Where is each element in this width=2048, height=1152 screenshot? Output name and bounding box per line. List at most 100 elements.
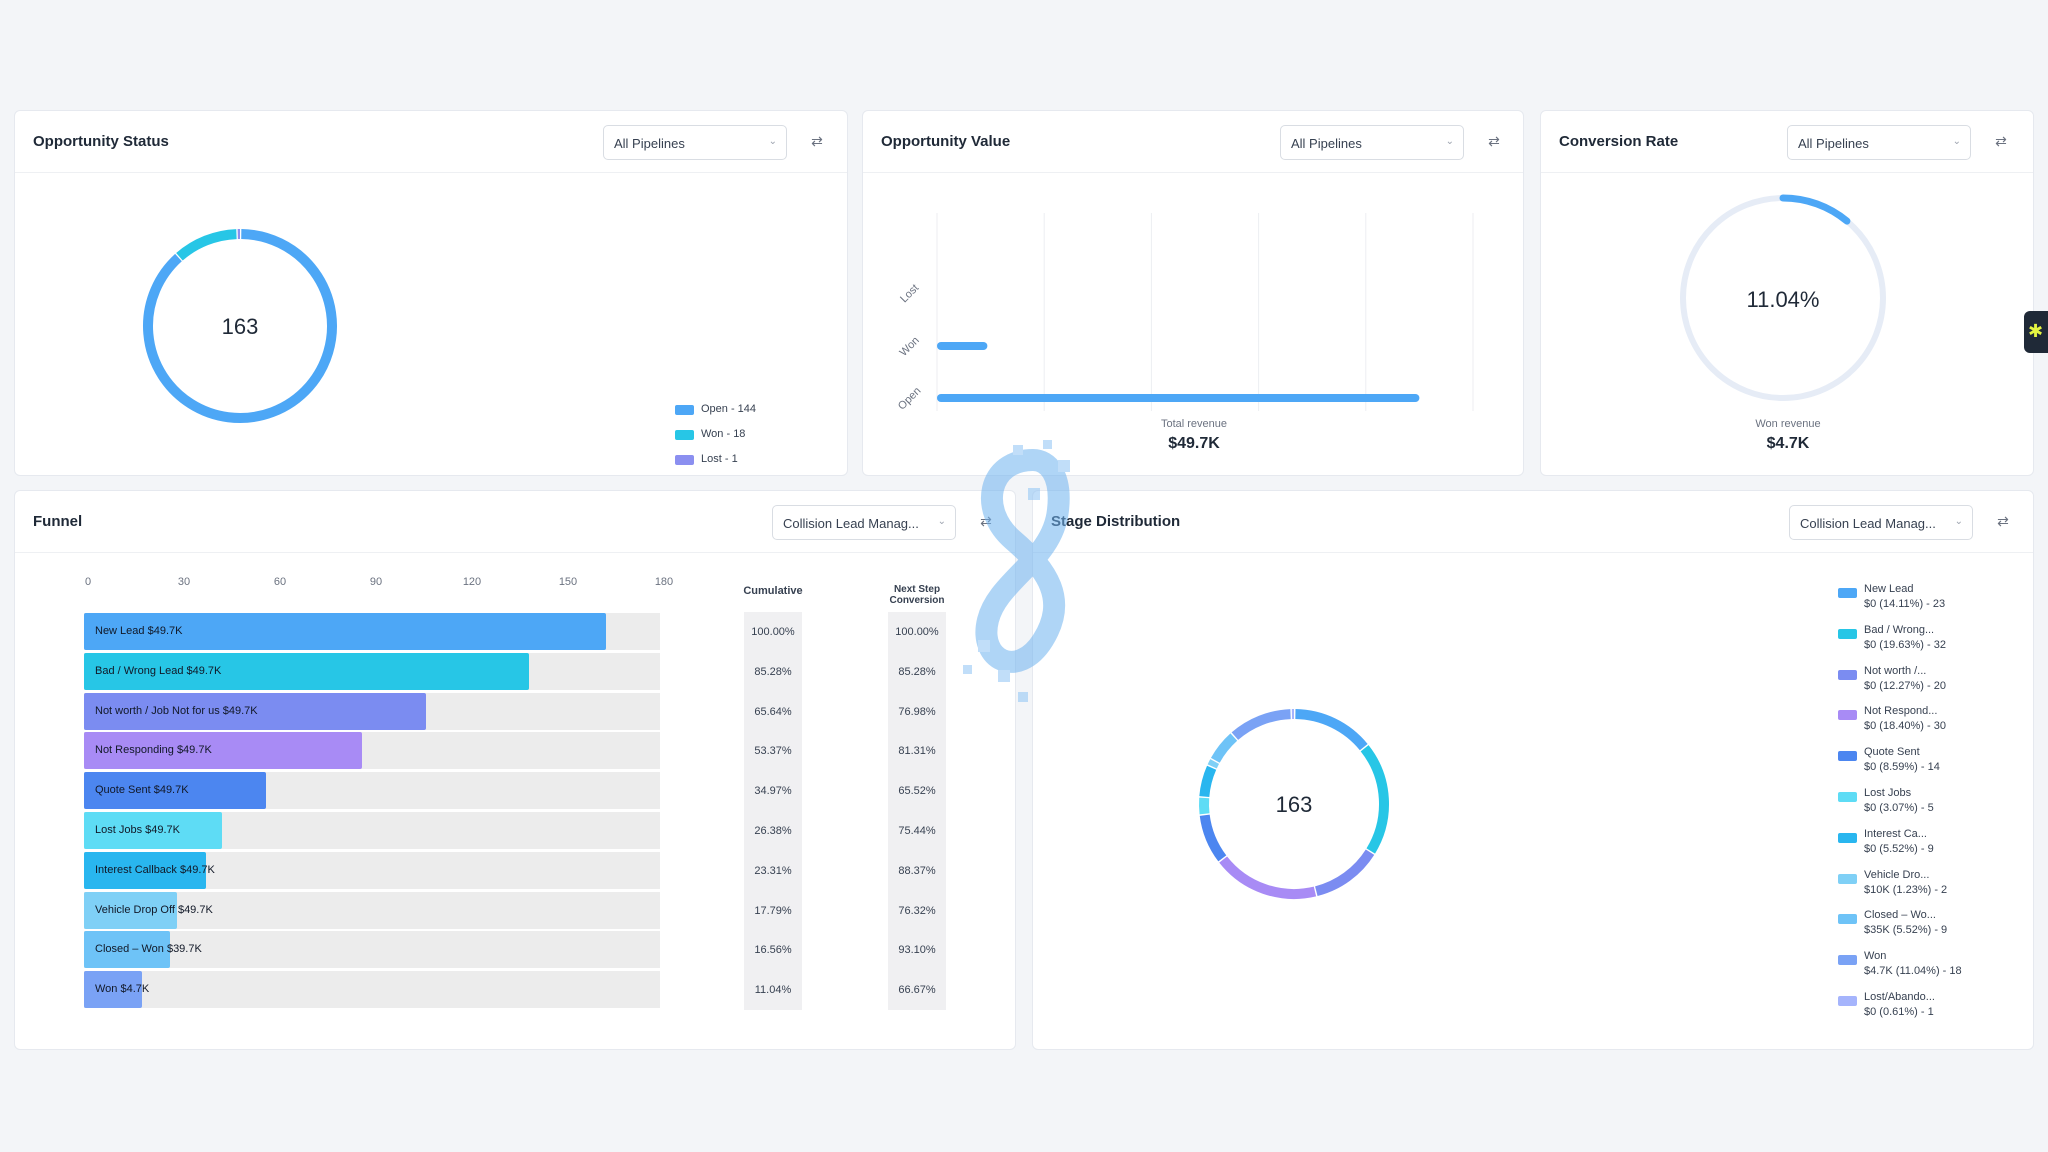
next-step-column	[888, 612, 946, 1010]
legend-item[interactable]: Lost - 1	[675, 453, 795, 469]
side-widget-tab[interactable]: ✱	[2024, 311, 2048, 353]
legend-text: Lost/Abando... $0 (0.61%) - 1	[1864, 990, 2004, 1020]
funnel-row[interactable]: Not worth / Job Not for us $49.7K	[84, 692, 660, 730]
funnel-row[interactable]: Lost Jobs $49.7K	[84, 812, 660, 849]
legend-stage-name: Won	[1864, 950, 1887, 963]
donut-slice-not-respond	[1219, 856, 1317, 899]
legend-stage-detail: $0 (18.40%) - 30	[1864, 720, 1946, 733]
funnel-row[interactable]: New Lead $49.7K	[84, 613, 660, 650]
funnel-row[interactable]: Vehicle Drop Off $49.7K	[84, 891, 660, 929]
funnel-bar-label: Not Responding $49.7K	[95, 744, 212, 757]
funnel-row[interactable]: Not Responding $49.7K	[84, 732, 660, 770]
funnel-row[interactable]: Closed – Won $39.7K	[84, 931, 660, 969]
conversion-rate-value: 11.04%	[1747, 287, 1820, 312]
legend-item[interactable]: Not worth /... $0 (12.27%) - 20	[1838, 664, 2008, 696]
total-revenue-value: $49.7K	[1168, 435, 1220, 452]
funnel-bar	[84, 772, 267, 810]
pipeline-select[interactable]: All Pipelines ⌄	[1787, 125, 1971, 160]
cumulative-value: 11.04%	[754, 984, 792, 997]
pipeline-select[interactable]: All Pipelines ⌄	[603, 125, 787, 160]
legend-stage-detail: $0 (3.07%) - 5	[1864, 802, 1934, 814]
legend-swatch	[1838, 751, 1857, 762]
funnel-bar	[84, 931, 171, 969]
donut-slice-won	[1231, 709, 1291, 741]
opportunity-value-bar-chart: $0$10K$20K$30K$40K$50KOpenWonLost	[896, 213, 1474, 413]
legend-item[interactable]: Interest Ca... $0 (5.52%) - 9	[1838, 827, 2008, 859]
won-revenue-label: Won revenue	[1755, 418, 1821, 430]
legend-item[interactable]: New Lead $0 (14.11%) - 23	[1838, 582, 2008, 614]
legend-swatch	[1838, 628, 1857, 639]
legend-label: Open - 144	[701, 403, 757, 415]
stage-distribution-card: Stage Distribution Collision Lead Manag.…	[1032, 490, 2034, 1050]
donut-slice-quote-sent	[1199, 814, 1227, 862]
legend-item[interactable]: Open - 144	[675, 403, 795, 419]
legend-stage-detail: $35K (5.52%) - 9	[1864, 924, 1948, 937]
funnel-bar-label: Lost Jobs $49.7K	[95, 824, 181, 836]
next-step-header: Next Step Conversion	[889, 584, 945, 606]
legend-swatch	[1838, 710, 1857, 721]
legend-swatch	[1838, 914, 1857, 925]
legend-stage-detail: $0 (19.63%) - 32	[1864, 638, 1946, 651]
legend-item[interactable]: Not Respond... $0 (18.40%) - 30	[1838, 704, 2008, 736]
legend-item[interactable]: Quote Sent $0 (8.59%) - 14	[1838, 745, 2008, 777]
chevron-down-icon: ⌄	[937, 516, 946, 527]
filter-icon[interactable]: ⇄	[811, 133, 823, 149]
legend-swatch	[1838, 792, 1857, 802]
funnel-axis-tick: 180	[654, 576, 674, 588]
legend-item[interactable]: Won - 18	[675, 428, 795, 444]
legend-stage-name: Not Respond...	[1864, 705, 1938, 718]
legend-item[interactable]: Lost Jobs $0 (3.07%) - 5	[1838, 786, 2008, 818]
legend-stage-name: Lost/Abando...	[1864, 991, 1935, 1003]
legend-swatch	[1838, 832, 1857, 843]
cumulative-value: 26.38%	[754, 825, 792, 837]
funnel-bar-label: Closed – Won $39.7K	[95, 943, 202, 956]
legend-item[interactable]: Vehicle Dro... $10K (1.23%) - 2	[1838, 868, 2008, 900]
funnel-row[interactable]: Quote Sent $49.7K	[84, 772, 660, 810]
legend-stage-name: Closed – Wo...	[1864, 909, 1936, 922]
legend-label: Lost - 1	[701, 453, 738, 465]
funnel-bar	[84, 851, 206, 889]
y-tick-label: Won	[898, 335, 922, 359]
legend-item[interactable]: Won $4.7K (11.04%) - 18	[1838, 949, 2008, 981]
legend-item[interactable]: Lost/Abando... $0 (0.61%) - 1	[1838, 990, 2008, 1022]
legend-stage-name: Quote Sent	[1864, 746, 1920, 759]
legend-stage-name: Not worth /...	[1864, 664, 1927, 677]
legend-stage-name: Lost Jobs	[1864, 787, 1912, 799]
next-step-value: 81.31%	[898, 745, 936, 758]
legend-label: Won - 18	[701, 428, 746, 440]
pipeline-select[interactable]: All Pipelines ⌄	[1280, 125, 1464, 160]
funnel-axis-tick: 120	[462, 576, 482, 588]
legend-stage-name: New Lead	[1864, 583, 1914, 595]
legend-text: Not Respond... $0 (18.40%) - 30	[1864, 704, 2004, 734]
pipeline-select[interactable]: Collision Lead Manag... ⌄	[1789, 505, 1973, 540]
filter-icon[interactable]: ⇄	[1997, 513, 2009, 529]
filter-icon[interactable]: ⇄	[1488, 133, 1500, 149]
legend-item[interactable]: Bad / Wrong... $0 (19.63%) - 32	[1838, 623, 2008, 655]
cumulative-column	[744, 612, 802, 1010]
legend-text: Vehicle Dro... $10K (1.23%) - 2	[1864, 868, 2004, 898]
pipeline-select[interactable]: Collision Lead Manag... ⌄	[772, 505, 956, 540]
chevron-down-icon: ⌄	[1952, 136, 1961, 147]
legend-text: Won $4.7K (11.04%) - 18	[1864, 949, 2004, 979]
next-step-value: 65.52%	[898, 785, 936, 798]
filter-icon[interactable]: ⇄	[1995, 133, 2007, 149]
funnel-row[interactable]: Interest Callback $49.7K	[84, 851, 660, 889]
funnel-axis-tick: 90	[369, 576, 383, 588]
pipeline-select-value: Collision Lead Manag...	[783, 516, 919, 531]
donut-slice-bad-wrong	[1360, 745, 1389, 854]
y-tick-label: Open	[896, 385, 924, 413]
next-step-value: 75.44%	[898, 825, 936, 837]
pipeline-select-value: All Pipelines	[1291, 136, 1362, 151]
funnel-row[interactable]: Won $4.7K	[84, 971, 660, 1009]
funnel-bar-label: Vehicle Drop Off $49.7K	[95, 903, 213, 916]
card-header: Stage Distribution Collision Lead Manag.…	[1033, 491, 2033, 553]
funnel-bar	[84, 891, 177, 929]
donut-slice-won	[176, 229, 237, 261]
funnel-row[interactable]: Bad / Wrong Lead $49.7K	[84, 652, 660, 690]
donut-total: 163	[1276, 792, 1313, 817]
conversion-rate-card: Conversion Rate All Pipelines ⌄ ⇄ 11.04%…	[1540, 110, 2034, 476]
legend-swatch	[1838, 873, 1857, 884]
funnel-bar	[84, 652, 529, 690]
legend-item[interactable]: Closed – Wo... $35K (5.52%) - 9	[1838, 908, 2008, 940]
total-revenue-label: Total revenue	[1160, 418, 1228, 430]
